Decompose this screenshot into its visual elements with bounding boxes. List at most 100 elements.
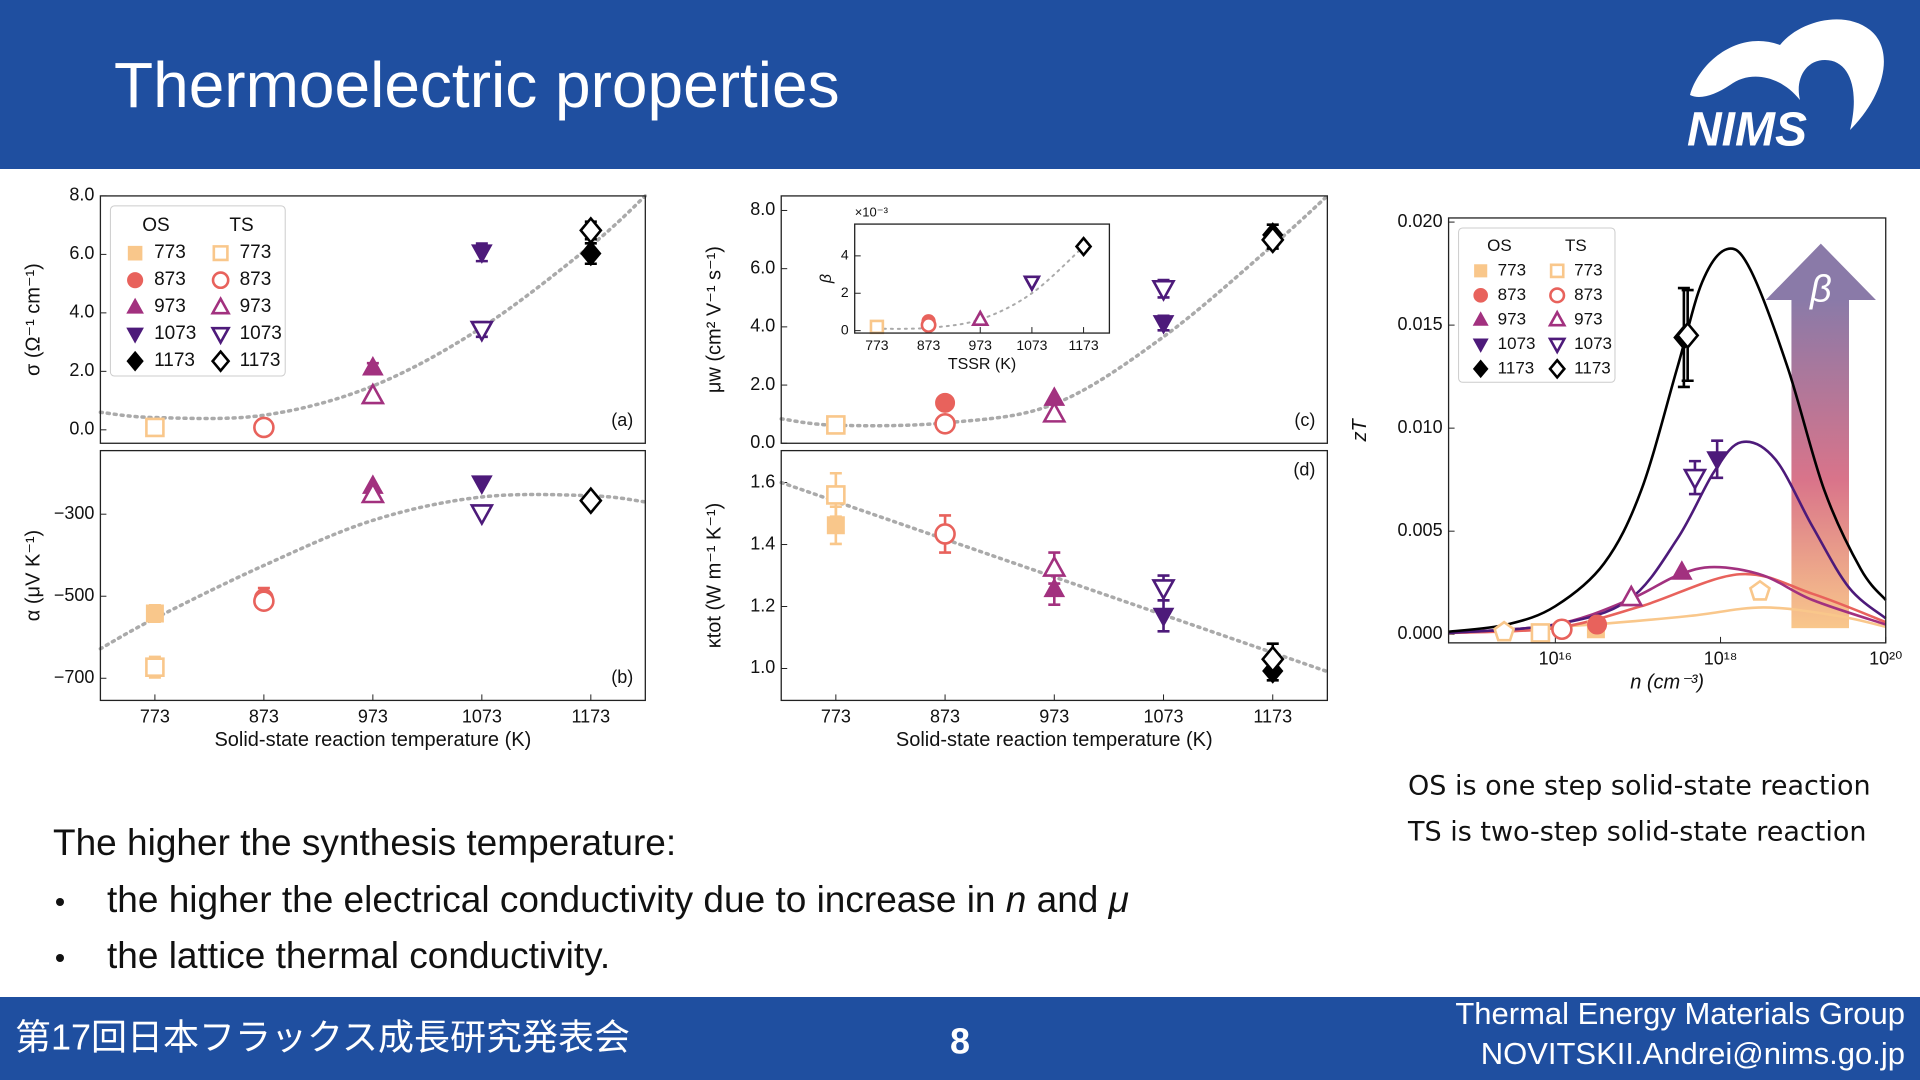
data-point <box>1551 618 1573 641</box>
legend-marker <box>1472 338 1489 353</box>
data-point <box>1670 560 1693 580</box>
legend-header: TS <box>1565 236 1587 255</box>
y-tick-label: 1.4 <box>750 533 775 553</box>
data-point <box>1619 584 1644 607</box>
data-point <box>1587 614 1608 635</box>
data-point <box>1261 645 1285 674</box>
x-tick-label: 1073 <box>462 706 502 726</box>
x-tick-label: 10¹⁶ <box>1539 649 1572 669</box>
legend-label: 1073 <box>1574 334 1612 353</box>
legend-marker <box>1548 358 1567 380</box>
panel-label: (c) <box>1294 410 1315 430</box>
x-tick-label: 1073 <box>1143 706 1183 726</box>
chart: 0 2 4 773 873 973 1073 1173 TSSR (K) β ×10⁻³ <box>818 205 1111 373</box>
legend-marker <box>211 271 230 290</box>
legend-box <box>109 205 286 377</box>
legend-marker <box>1474 264 1488 278</box>
bullet-text: the lattice thermal conductivity. <box>107 935 610 976</box>
data-point <box>145 417 165 438</box>
x-tick-label: 973 <box>969 337 993 353</box>
zt-curve <box>1448 247 1887 634</box>
y-tick-label: 6.0 <box>69 243 94 263</box>
y-tick-label: 2.0 <box>750 374 775 394</box>
legend-marker <box>210 349 231 373</box>
legend-label: 873 <box>240 269 272 290</box>
bullet-text: the higher the electrical conductivity d… <box>107 879 1006 920</box>
slide-title: Thermoelectric properties <box>114 49 840 121</box>
legend-label: 1173 <box>1498 358 1535 377</box>
legend-marker <box>1547 309 1567 327</box>
y-tick-label: 1.6 <box>750 471 775 491</box>
legend-label: 873 <box>1498 285 1526 304</box>
footer-event: 第17回日本フラックス成長研究発表会 <box>15 1017 630 1058</box>
y-tick-label: 1.0 <box>750 657 775 677</box>
legend-label: 973 <box>1574 309 1602 328</box>
data-point <box>253 590 275 612</box>
bullet-dot <box>56 954 64 962</box>
y-tick-label: 0 <box>841 321 849 337</box>
chart: 1.0 1.2 1.4 1.6 773 873 973 1073 1173 Solid-state… <box>704 449 1330 751</box>
y-tick-label: 0.0 <box>69 419 94 439</box>
data-point <box>1152 607 1175 628</box>
y-tick-label: 4.0 <box>69 302 94 322</box>
x-tick-label: 1173 <box>1253 706 1292 726</box>
x-tick-label: 773 <box>865 337 889 353</box>
y-tick-label: 0.010 <box>1398 417 1443 437</box>
legend-box <box>1458 227 1616 383</box>
legend-marker <box>127 245 143 261</box>
data-point <box>469 504 495 527</box>
bullet: the higher the electrical conductivity d… <box>107 879 1129 920</box>
data-point <box>362 356 384 376</box>
legend-label: 1073 <box>240 323 282 344</box>
plot-frame <box>1447 217 1887 644</box>
x-tick-label: 973 <box>358 706 388 726</box>
y-tick-label: 0.020 <box>1398 211 1443 231</box>
legend-marker <box>1473 288 1488 303</box>
data-point <box>469 320 495 343</box>
x-tick-label: 873 <box>917 337 941 353</box>
legend-label: 1173 <box>154 350 195 371</box>
y-tick-label: 0.0 <box>750 432 775 452</box>
bullet-dot <box>56 898 64 906</box>
header-bar <box>0 0 1920 169</box>
data-point <box>934 523 956 545</box>
y-axis-label: κtot (W m⁻¹ K⁻¹) <box>704 503 726 649</box>
data-point <box>470 475 493 495</box>
y-axis-label: μw (cm² V⁻¹ s⁻¹) <box>704 246 726 393</box>
y-axis-label: σ (Ω⁻¹ cm⁻¹) <box>23 263 45 376</box>
legend-marker <box>126 297 144 314</box>
bullet: the lattice thermal conductivity. <box>107 935 610 976</box>
y-axis-label: β <box>818 274 835 284</box>
trend-line <box>98 492 648 651</box>
data-point <box>1022 275 1042 293</box>
page-number: 8 <box>950 1021 970 1062</box>
y-tick-label: −500 <box>54 585 95 605</box>
legend-header: OS <box>142 215 169 236</box>
y-tick-label: 8.0 <box>69 185 94 205</box>
chart: 0.0 2.0 4.0 6.0 8.0 μw (cm² V⁻¹ s⁻¹) (c) <box>704 194 1330 452</box>
data-point <box>145 657 165 677</box>
data-point <box>579 216 603 245</box>
beta-arrow-body <box>1791 300 1849 629</box>
data-point <box>1151 279 1176 302</box>
data-point <box>920 317 937 333</box>
data-point <box>1493 620 1516 642</box>
legend-label: 1073 <box>154 323 196 344</box>
plot-frame <box>99 195 646 444</box>
panel-label: (b) <box>611 667 633 687</box>
data-point <box>1682 468 1708 491</box>
legend-marker <box>210 296 231 315</box>
legend-label: 773 <box>240 242 272 263</box>
y-tick-label: 1.2 <box>750 595 775 615</box>
legend-marker <box>1472 311 1489 326</box>
body-lead: The higher the synthesis temperature: <box>53 822 676 863</box>
legend-label: 1173 <box>1574 358 1611 377</box>
data-point <box>934 412 956 435</box>
y-tick-label: 8.0 <box>750 199 775 219</box>
data-point <box>1748 579 1771 601</box>
y-tick-label: 0.005 <box>1398 520 1443 540</box>
plot-frame <box>99 449 646 702</box>
footer-group: Thermal Energy Materials Group <box>1455 996 1905 1031</box>
legend-marker <box>212 245 229 262</box>
data-point <box>1042 400 1067 423</box>
